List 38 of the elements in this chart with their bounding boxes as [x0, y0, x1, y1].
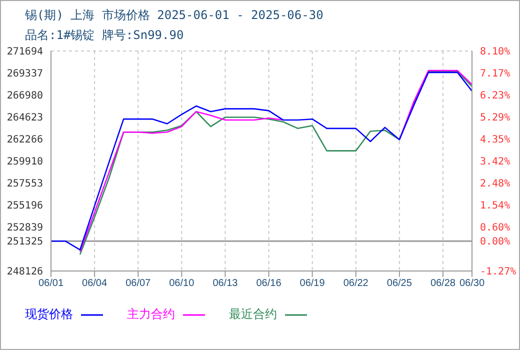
y2-tick-label: 7.17%: [480, 68, 510, 80]
legend-label: 主力合约: [127, 306, 175, 323]
x-tick-label: 06/13: [212, 278, 238, 290]
y-tick-label: 264623: [6, 112, 43, 124]
y-tick-label: 269337: [6, 68, 43, 80]
y2-tick-label: 3.42%: [480, 156, 510, 168]
x-tick-label: 06/19: [300, 278, 326, 290]
x-tick-label: 06/30: [459, 278, 485, 290]
y-tick-label: 255196: [6, 200, 43, 212]
x-tick-label: 06/04: [82, 278, 108, 290]
y2-tick-label: 0.60%: [480, 222, 510, 234]
y-tick-label: 262266: [6, 134, 43, 146]
y2-tick-label: 6.23%: [480, 90, 510, 102]
chart-title: 锡(期) 上海 市场价格 2025-06-01 - 2025-06-30: [25, 7, 324, 24]
y-tick-label: 257553: [6, 178, 43, 190]
x-tick-label: 06/28: [430, 278, 456, 290]
legend-label: 最近合约: [229, 306, 277, 323]
y2-tick-label: 8.10%: [480, 46, 510, 58]
y2-tick-label: 2.48%: [480, 178, 510, 190]
x-tick-label: 06/07: [126, 278, 152, 290]
y2-tick-label: 5.29%: [480, 112, 510, 124]
y2-tick-label: -1.27%: [480, 266, 516, 278]
y2-tick-label: 1.54%: [480, 200, 510, 212]
y-tick-label: 271694: [6, 46, 43, 58]
x-tick-label: 06/25: [386, 278, 412, 290]
x-tick-label: 06/22: [343, 278, 369, 290]
y2-tick-label: 4.35%: [480, 134, 510, 146]
y-tick-label: 248126: [6, 266, 43, 278]
x-tick-label: 06/16: [256, 278, 282, 290]
y-tick-label: 266980: [6, 90, 43, 102]
legend-label: 现货价格: [25, 306, 73, 323]
x-tick-label: 06/01: [38, 278, 64, 290]
y-tick-label: 251325: [6, 236, 43, 248]
y2-tick-label: 0.00%: [480, 236, 510, 248]
chart-subtitle: 品名:1#锡锭 牌号:Sn99.90: [25, 27, 184, 44]
x-tick-label: 06/10: [169, 278, 195, 290]
y-tick-label: 252839: [6, 222, 43, 234]
y-tick-label: 259910: [6, 156, 43, 168]
